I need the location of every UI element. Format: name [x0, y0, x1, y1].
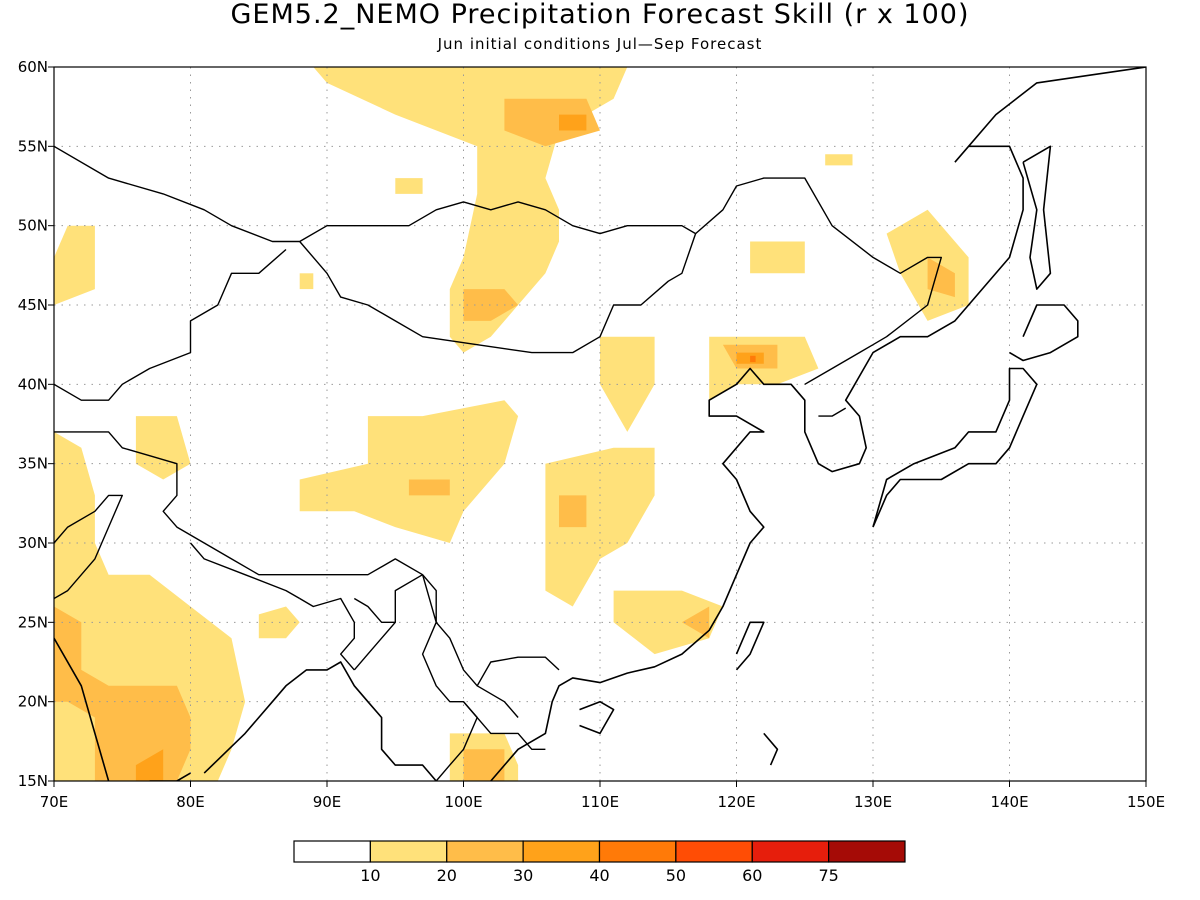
- colorbar-swatch: [293, 840, 371, 863]
- lon-tick-label: 110E: [581, 793, 619, 811]
- country-border: [804, 344, 874, 385]
- skill-region-level-2: [463, 289, 519, 321]
- lat-tick-label: 50N: [18, 217, 48, 235]
- coastline: [149, 772, 191, 781]
- longitude-axis: 70E 80E 90E 100E 110E 120E 130E 140E 150E: [40, 781, 1165, 811]
- colorbar-label: 40: [589, 866, 609, 885]
- colorbar-label: 50: [666, 866, 686, 885]
- skill-field-layer: [54, 67, 969, 781]
- lon-tick-label: 80E: [176, 793, 205, 811]
- colorbar-swatch: [828, 840, 906, 863]
- latitude-axis: 15N 20N 25N 30N 35N 40N 45N 50N 55N 60N: [18, 58, 54, 790]
- lon-tick-label: 70E: [40, 793, 69, 811]
- coastline-layer: [54, 67, 1146, 781]
- colorbar-swatch: [675, 840, 753, 863]
- country-border: [353, 574, 423, 623]
- skill-region-level-1: [750, 241, 805, 274]
- country-border: [695, 177, 942, 346]
- skill-region-level-1: [135, 416, 191, 480]
- coastline: [1022, 145, 1052, 290]
- lat-tick-label: 25N: [18, 613, 48, 631]
- lat-tick-label: 45N: [18, 296, 48, 314]
- lat-tick-label: 40N: [18, 375, 48, 393]
- coastline: [1009, 304, 1079, 362]
- country-border: [54, 145, 697, 354]
- lat-tick-label: 15N: [18, 772, 48, 790]
- skill-region-level-3: [135, 749, 164, 781]
- coastline: [967, 67, 1146, 147]
- colorbar-swatch: [751, 840, 830, 863]
- colorbar-label: 60: [742, 866, 762, 885]
- lon-tick-label: 130E: [854, 793, 892, 811]
- coastline: [490, 145, 1024, 781]
- skill-region-level-2: [463, 749, 505, 781]
- lon-tick-label: 90E: [313, 793, 342, 811]
- coastline: [54, 637, 110, 781]
- lat-tick-label: 60N: [18, 58, 48, 76]
- coastline: [203, 661, 437, 781]
- coastline: [735, 621, 765, 671]
- skill-region-level-1: [54, 225, 95, 305]
- lon-tick-label: 100E: [444, 793, 482, 811]
- country-border: [54, 494, 124, 600]
- coastline: [872, 367, 1038, 528]
- lat-tick-label: 30N: [18, 534, 48, 552]
- colorbar-swatch: [446, 840, 524, 863]
- coastline: [579, 700, 615, 735]
- country-border: [462, 701, 546, 750]
- country-border: [818, 407, 847, 417]
- skill-region-level-1: [299, 400, 519, 543]
- country-border: [476, 685, 519, 718]
- map-subtitle: Jun initial conditions Jul—Sep Forecast: [437, 35, 763, 53]
- country-border: [353, 621, 396, 671]
- country-border: [421, 574, 478, 781]
- colorbar-label: 30: [513, 866, 533, 885]
- colorbar-label: 10: [360, 866, 380, 885]
- map-title: GEM5.2_NEMO Precipitation Forecast Skill…: [230, 0, 970, 30]
- skill-region-level-2: [927, 257, 955, 298]
- skill-region-level-1: [299, 273, 314, 290]
- skill-region-level-2: [504, 98, 600, 147]
- country-border: [299, 597, 355, 671]
- skill-region-level-2: [408, 479, 450, 496]
- country-border: [189, 542, 301, 600]
- colorbar-swatch: [522, 840, 601, 863]
- skill-region-level-1: [600, 336, 655, 432]
- lat-tick-label: 20N: [18, 693, 48, 711]
- lon-tick-label: 150E: [1127, 793, 1165, 811]
- skill-region-level-1: [545, 447, 655, 607]
- skill-region-level-2: [681, 606, 710, 639]
- colorbar-swatch: [598, 840, 677, 863]
- lat-tick-label: 55N: [18, 137, 48, 155]
- lon-tick-label: 140E: [990, 793, 1028, 811]
- skill-region-level-1: [395, 178, 423, 194]
- colorbar: 10 20 30 40 50 60 75: [293, 840, 906, 885]
- lon-tick-label: 120E: [717, 793, 755, 811]
- country-border: [54, 248, 287, 401]
- skill-region-level-1: [613, 590, 723, 655]
- colorbar-label: 75: [818, 866, 838, 885]
- skill-region-level-2: [54, 606, 191, 781]
- skill-region-level-3: [559, 114, 587, 131]
- colorbar-swatch: [369, 840, 448, 863]
- colorbar-label: 20: [437, 866, 457, 885]
- skill-region-level-4: [750, 355, 756, 363]
- skill-region-level-2: [559, 495, 587, 528]
- coastline: [763, 732, 779, 766]
- lat-tick-label: 35N: [18, 455, 48, 473]
- skill-region-level-1: [825, 154, 853, 166]
- country-border: [54, 431, 560, 687]
